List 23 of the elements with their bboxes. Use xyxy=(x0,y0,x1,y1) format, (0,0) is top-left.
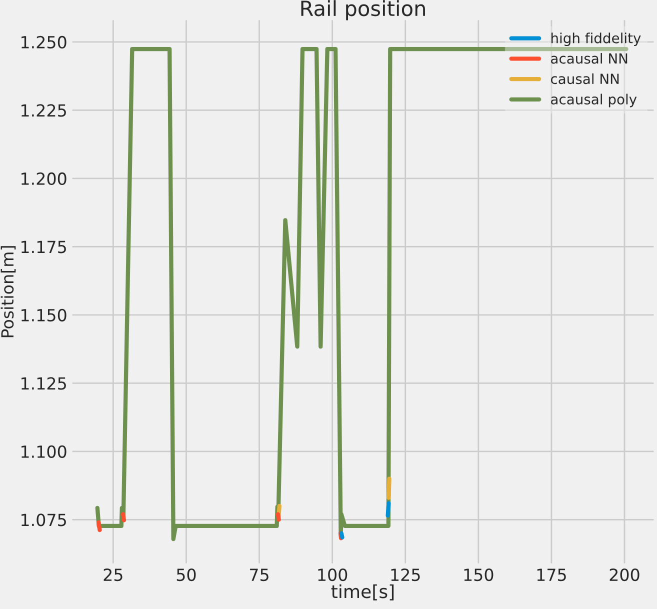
x-tick-label: 100 xyxy=(318,568,348,582)
y-tick-label: 1.125 xyxy=(22,377,66,390)
y-tick-label: 1.250 xyxy=(22,36,66,49)
x-axis-title: time[s] xyxy=(331,584,394,600)
y-tick-label: 1.150 xyxy=(22,308,66,322)
y-tick-label: 1.225 xyxy=(22,104,66,117)
x-tick-label: 200 xyxy=(610,568,640,582)
x-tick-label: 75 xyxy=(250,568,268,582)
chart-title: Rail position xyxy=(301,0,425,20)
y-tick-label: 1.100 xyxy=(22,445,66,458)
legend-label: causal NN xyxy=(550,73,619,84)
legend-label: acausal NN xyxy=(551,52,628,64)
x-tick-label: 25 xyxy=(104,568,122,582)
x-tick-label: 150 xyxy=(464,568,494,582)
y-tick-label: 1.075 xyxy=(22,514,66,526)
legend-label: acausal poly xyxy=(551,94,637,108)
y-axis-title: Position[m] xyxy=(0,246,16,338)
x-tick-label: 125 xyxy=(391,568,420,582)
x-tick-label: 175 xyxy=(537,568,566,582)
y-tick-label: 1.175 xyxy=(22,240,66,254)
x-tick-label: 50 xyxy=(176,568,196,582)
y-tick-label: 1.200 xyxy=(22,172,66,185)
legend-label: high fiddelity xyxy=(551,32,641,46)
